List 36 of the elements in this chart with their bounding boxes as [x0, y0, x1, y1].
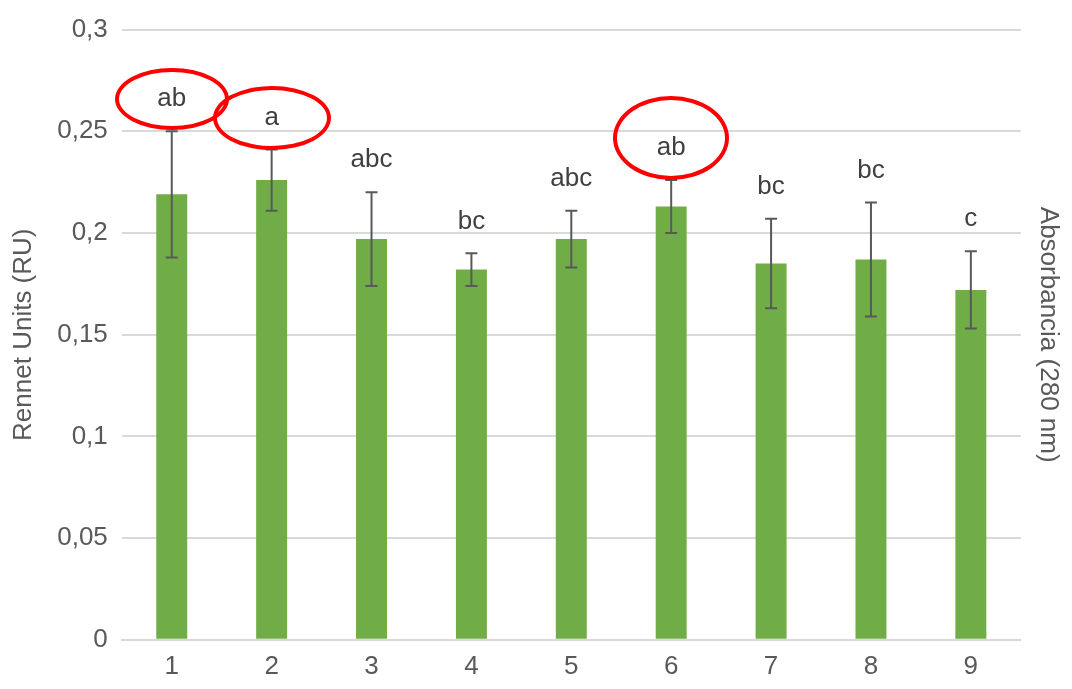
x-tick-label: 6: [663, 649, 679, 680]
x-tick-label: 1: [164, 649, 179, 680]
annotation: abc: [550, 161, 593, 192]
x-tick-label: 8: [863, 649, 879, 680]
bar: [356, 239, 388, 639]
y-tick-label: 0,25: [57, 114, 108, 145]
x-tick-label: 2: [264, 649, 279, 680]
bar: [755, 263, 787, 639]
bar: [955, 289, 987, 639]
bar: [855, 259, 887, 639]
annotation: bc: [757, 169, 785, 200]
y2-axis-title: Absorbancia (280 nm): [1035, 206, 1066, 463]
bar: [555, 239, 587, 639]
y-axis-title: Rennet Units (RU): [6, 228, 37, 441]
annotation: c: [964, 202, 978, 233]
x-tick-label: 7: [763, 649, 779, 680]
annotation: ab: [157, 82, 187, 113]
annotation: abc: [350, 143, 393, 174]
bar: [256, 180, 288, 639]
annotation: bc: [857, 153, 885, 184]
x-tick-label: 9: [963, 649, 979, 680]
annotation: a: [264, 100, 280, 131]
annotation: ab: [656, 131, 686, 162]
annotation: bc: [457, 204, 486, 235]
y-tick-label: 0,1: [71, 419, 108, 450]
y-tick-label: 0,05: [57, 521, 108, 552]
bar: [156, 194, 188, 639]
x-tick-label: 4: [464, 649, 479, 680]
y-tick-label: 0,15: [57, 317, 108, 348]
y-tick-label: 0: [93, 622, 108, 653]
y-tick-label: 0,2: [71, 216, 108, 247]
y-tick-label: 0,3: [71, 12, 108, 43]
x-tick-label: 3: [364, 649, 379, 680]
bar: [455, 269, 487, 639]
x-tick-label: 5: [564, 649, 579, 680]
bar: [655, 206, 687, 639]
